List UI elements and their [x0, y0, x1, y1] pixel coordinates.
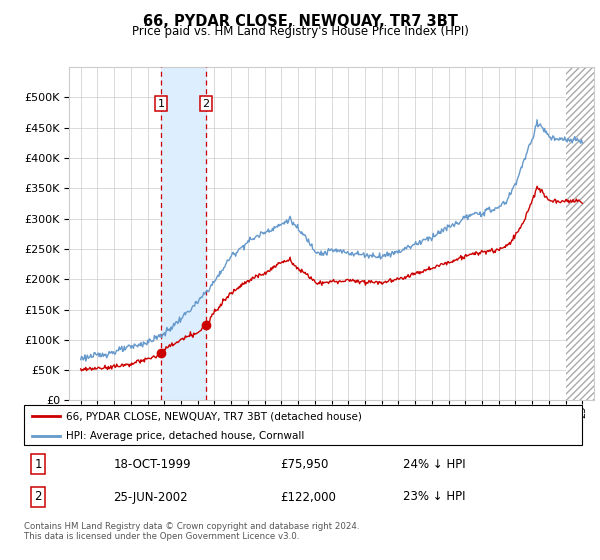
Text: £122,000: £122,000: [281, 491, 337, 503]
Text: 25-JUN-2002: 25-JUN-2002: [113, 491, 188, 503]
Text: 66, PYDAR CLOSE, NEWQUAY, TR7 3BT: 66, PYDAR CLOSE, NEWQUAY, TR7 3BT: [143, 14, 457, 29]
Bar: [566, 37, 599, 400]
Text: 1: 1: [157, 99, 164, 109]
Text: 18-OCT-1999: 18-OCT-1999: [113, 458, 191, 470]
Text: 23% ↓ HPI: 23% ↓ HPI: [403, 491, 466, 503]
FancyBboxPatch shape: [24, 405, 582, 445]
Bar: [161, 67, 206, 400]
Text: 2: 2: [34, 491, 42, 503]
Text: 66, PYDAR CLOSE, NEWQUAY, TR7 3BT (detached house): 66, PYDAR CLOSE, NEWQUAY, TR7 3BT (detac…: [66, 411, 362, 421]
Text: 1: 1: [34, 458, 42, 470]
Text: 24% ↓ HPI: 24% ↓ HPI: [403, 458, 466, 470]
Text: 2: 2: [203, 99, 209, 109]
Text: Contains HM Land Registry data © Crown copyright and database right 2024.
This d: Contains HM Land Registry data © Crown c…: [24, 522, 359, 542]
Text: £75,950: £75,950: [281, 458, 329, 470]
Text: Price paid vs. HM Land Registry's House Price Index (HPI): Price paid vs. HM Land Registry's House …: [131, 25, 469, 38]
Text: HPI: Average price, detached house, Cornwall: HPI: Average price, detached house, Corn…: [66, 431, 304, 441]
